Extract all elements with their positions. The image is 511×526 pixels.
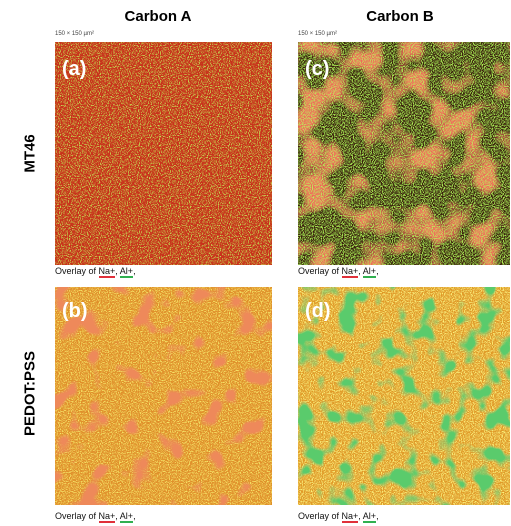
caption-text: Overlay of (298, 266, 342, 276)
caption: Overlay of Na+, Al+, (298, 511, 379, 521)
panel-label: (c) (305, 58, 329, 81)
scale-text: 150 × 150 µm² (298, 31, 337, 37)
caption-text: Overlay of (55, 511, 99, 521)
ion-na: Na+ (99, 266, 116, 278)
row-title: PEDOT:PSS (22, 294, 39, 494)
column-title: Carbon B (290, 8, 510, 25)
ion-al: Al+ (363, 511, 376, 523)
row-title: MT46 (22, 54, 39, 254)
image-b (55, 287, 272, 505)
caption-text: Overlay of (298, 511, 342, 521)
caption-text: Overlay of (55, 266, 99, 276)
ion-al: Al+ (363, 266, 376, 278)
panel-label: (b) (62, 300, 88, 323)
ion-na: Na+ (342, 266, 359, 278)
scale-text: 150 × 150 µm² (55, 31, 94, 37)
ion-na: Na+ (342, 511, 359, 523)
caption: Overlay of Na+, Al+, (55, 511, 136, 521)
caption: Overlay of Na+, Al+, (55, 266, 136, 276)
column-title: Carbon A (48, 8, 268, 25)
caption-text: , (133, 511, 136, 521)
ion-al: Al+ (120, 511, 133, 523)
image-c (298, 42, 510, 265)
caption: Overlay of Na+, Al+, (298, 266, 379, 276)
caption-text: , (133, 266, 136, 276)
ion-na: Na+ (99, 511, 116, 523)
figure: Carbon A Carbon B MT46 PEDOT:PSS 150 × 1… (0, 0, 511, 526)
panel-label: (a) (62, 58, 86, 81)
caption-text: , (376, 266, 379, 276)
ion-al: Al+ (120, 266, 133, 278)
caption-text: , (376, 511, 379, 521)
image-a (55, 42, 272, 265)
panel-label: (d) (305, 300, 331, 323)
